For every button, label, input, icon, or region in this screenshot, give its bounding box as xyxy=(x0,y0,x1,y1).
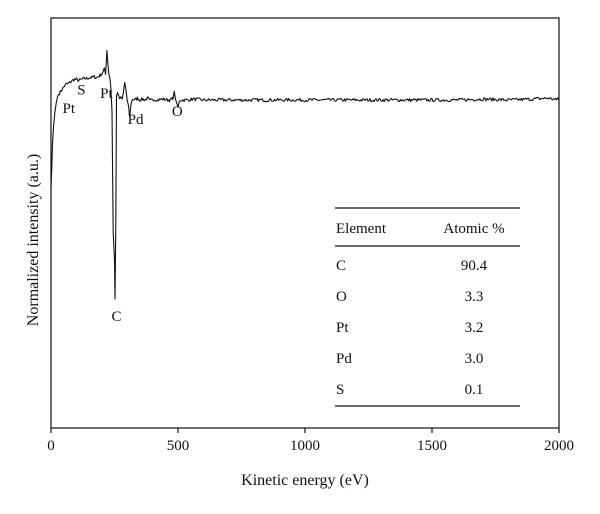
table-cell-atomic-percent: 3.2 xyxy=(465,320,484,336)
x-axis-ticks: 0 500 1000 1500 2000 xyxy=(47,428,574,454)
table-cell-element: Pd xyxy=(336,351,352,367)
x-tick-label: 500 xyxy=(167,438,190,454)
table-header-atomic-percent: Atomic % xyxy=(443,221,504,237)
peak-label: O xyxy=(172,104,183,120)
inset-table: Element Atomic % C 90.4 O 3.3 Pt 3.2 Pd 3.0 S 0.1 xyxy=(335,207,520,407)
table-cell-atomic-percent: 0.1 xyxy=(465,382,484,398)
table-cell-element: O xyxy=(336,289,347,305)
peak-label: Pt xyxy=(100,86,113,102)
table-cell-element: C xyxy=(336,258,346,274)
peak-label: S xyxy=(77,82,85,98)
table-cell-element: Pt xyxy=(336,320,349,336)
peak-label: Pt xyxy=(63,101,76,117)
peak-label: C xyxy=(112,309,122,325)
spectrum-line xyxy=(50,50,560,300)
table-cell-atomic-percent: 3.3 xyxy=(465,289,484,305)
peak-label: Pd xyxy=(128,112,144,128)
x-tick-label: 0 xyxy=(47,438,55,454)
table-header-element: Element xyxy=(336,221,387,237)
spectrum-trace xyxy=(50,50,560,300)
table-cell-atomic-percent: 3.0 xyxy=(465,351,484,367)
table-cell-element: S xyxy=(336,382,344,398)
x-tick-label: 1000 xyxy=(290,438,320,454)
x-tick-label: 1500 xyxy=(417,438,447,454)
x-tick-label: 2000 xyxy=(544,438,574,454)
x-axis-title: Kinetic energy (eV) xyxy=(241,472,369,489)
table-cell-atomic-percent: 90.4 xyxy=(461,258,488,274)
y-axis-title: Normalized intensity (a.u.) xyxy=(25,154,42,326)
